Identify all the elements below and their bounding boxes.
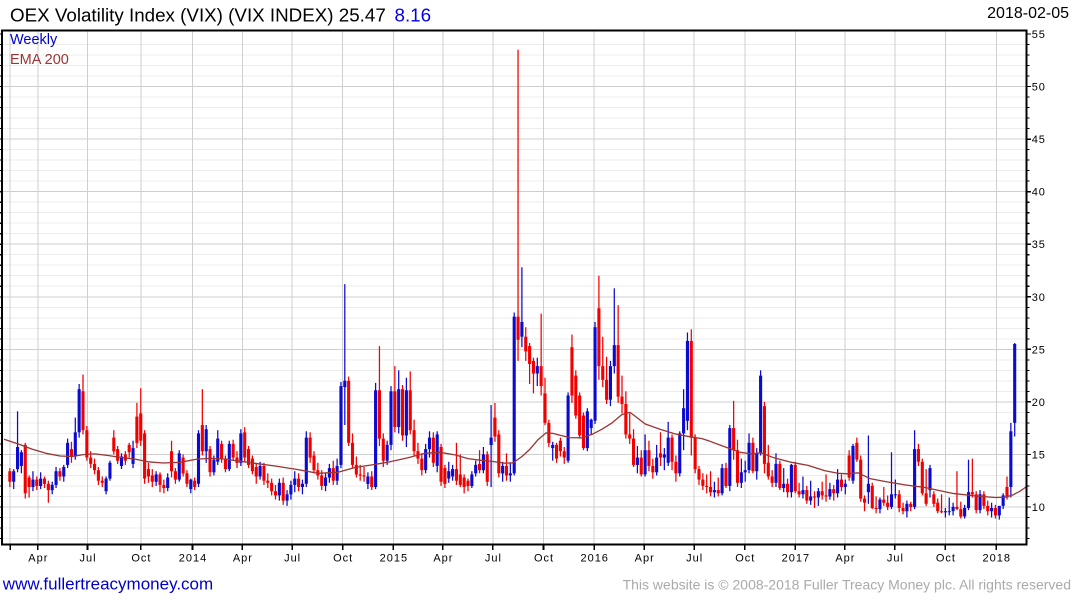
- svg-text:Jul: Jul: [284, 553, 301, 565]
- svg-text:45: 45: [1032, 134, 1046, 146]
- svg-text:55: 55: [1032, 29, 1046, 41]
- svg-text:Apr: Apr: [433, 553, 453, 565]
- svg-text:10: 10: [1032, 502, 1046, 514]
- svg-text:Oct: Oct: [735, 553, 755, 565]
- svg-text:50: 50: [1032, 82, 1046, 94]
- svg-text:Jul: Jul: [485, 553, 502, 565]
- svg-text:2017: 2017: [782, 553, 810, 565]
- svg-text:2016: 2016: [580, 553, 608, 565]
- svg-text:30: 30: [1032, 292, 1046, 304]
- svg-text:www.fullertreacymoney.com: www.fullertreacymoney.com: [2, 575, 213, 594]
- svg-text:Oct: Oct: [936, 553, 956, 565]
- svg-text:Jul: Jul: [686, 553, 703, 565]
- svg-text:Weekly: Weekly: [10, 32, 58, 48]
- svg-text:35: 35: [1032, 239, 1046, 251]
- svg-text:25: 25: [1032, 344, 1046, 356]
- svg-text:2018-02-05: 2018-02-05: [987, 5, 1069, 22]
- svg-text:20: 20: [1032, 397, 1046, 409]
- svg-text:Oct: Oct: [333, 553, 353, 565]
- svg-text:EMA 200: EMA 200: [10, 52, 69, 68]
- svg-text:Jul: Jul: [79, 553, 96, 565]
- svg-text:2014: 2014: [179, 553, 207, 565]
- svg-text:15: 15: [1032, 449, 1046, 461]
- svg-text:Apr: Apr: [635, 553, 655, 565]
- svg-text:OEX Volatility Index (VIX) (VI: OEX Volatility Index (VIX) (VIX INDEX) 2…: [10, 5, 431, 26]
- svg-text:Apr: Apr: [28, 553, 48, 565]
- svg-text:40: 40: [1032, 187, 1046, 199]
- svg-text:This website is © 2008-2018 Fu: This website is © 2008-2018 Fuller Treac…: [623, 577, 1071, 593]
- svg-text:Oct: Oct: [534, 553, 554, 565]
- svg-text:Apr: Apr: [835, 553, 855, 565]
- svg-text:Apr: Apr: [233, 553, 253, 565]
- svg-text:Jul: Jul: [887, 553, 904, 565]
- svg-text:Oct: Oct: [131, 553, 151, 565]
- svg-text:2015: 2015: [380, 553, 408, 565]
- svg-text:2018: 2018: [983, 553, 1011, 565]
